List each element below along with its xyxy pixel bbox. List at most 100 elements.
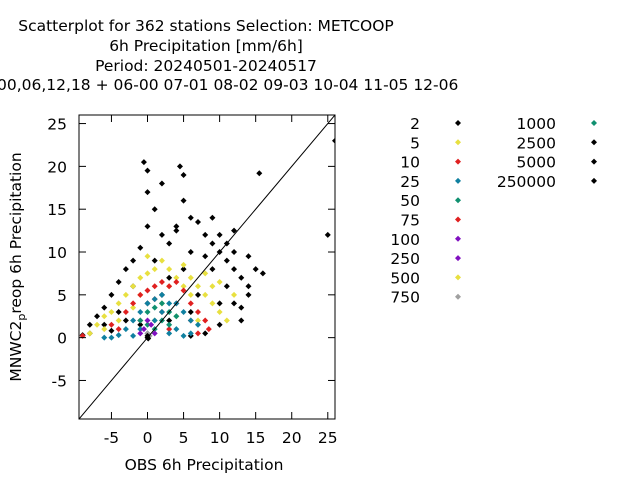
x-tick-label: 5	[179, 429, 189, 447]
data-point-2	[259, 270, 266, 277]
data-point-2	[187, 214, 194, 221]
data-point-2	[187, 249, 194, 256]
data-point-2	[238, 304, 245, 311]
legend-marker	[455, 177, 461, 184]
legend-marker	[455, 139, 461, 146]
chart-title-line-2: 6h Precipitation [mm/6h]	[109, 37, 303, 55]
x-tick-label: -5	[104, 429, 119, 447]
data-point-2	[158, 231, 165, 238]
data-point-50	[144, 308, 151, 315]
data-point-2	[144, 167, 151, 174]
data-point-2	[166, 274, 173, 281]
legend-marker	[455, 158, 461, 165]
legend-marker	[591, 120, 597, 126]
data-point-10	[202, 317, 209, 324]
data-point-25	[194, 321, 201, 328]
y-tick-label: 15	[47, 201, 67, 219]
data-point-100	[144, 317, 151, 324]
data-point-2	[115, 308, 122, 315]
data-point-25	[158, 308, 165, 315]
data-point-2	[151, 257, 158, 264]
data-point-2	[173, 227, 180, 234]
data-point-5	[209, 300, 216, 307]
data-point-2	[180, 266, 187, 273]
data-point-25	[137, 308, 144, 315]
data-point-25	[166, 330, 173, 337]
data-point-25	[108, 334, 115, 341]
data-point-5	[180, 261, 187, 268]
data-point-10	[137, 291, 144, 298]
data-point-2	[94, 313, 101, 320]
legend-marker	[455, 293, 461, 300]
data-point-5	[202, 291, 209, 298]
data-point-50	[144, 321, 151, 328]
x-tick-label: 15	[246, 429, 266, 447]
legend-label: 250	[390, 250, 420, 268]
data-point-2	[231, 300, 238, 307]
legend-marker	[455, 255, 461, 262]
data-point-5	[173, 274, 180, 281]
data-point-2	[209, 266, 216, 273]
data-point-5	[209, 283, 216, 290]
data-point-5	[166, 266, 173, 273]
x-tick-label: 10	[210, 429, 230, 447]
data-point-5	[130, 304, 137, 311]
data-point-10	[144, 287, 151, 294]
legend-marker	[455, 216, 461, 223]
chart-title-line-1: Scatterplot for 362 stations Selection: …	[18, 17, 394, 35]
data-point-2	[130, 257, 137, 264]
data-point-25	[101, 334, 108, 341]
data-point-2	[158, 180, 165, 187]
data-point-2	[166, 240, 173, 247]
legend-label: 750	[390, 289, 420, 307]
data-point-5	[108, 308, 115, 315]
data-point-2	[180, 197, 187, 204]
legend-label: 100	[390, 231, 420, 249]
data-point-5	[202, 270, 209, 277]
legend-marker	[455, 197, 461, 204]
data-point-25	[158, 291, 165, 298]
data-point-25	[187, 330, 194, 337]
legend-marker	[591, 139, 597, 146]
chart-title-line-3: Period: 20240501-20240517	[95, 57, 317, 75]
data-point-5	[137, 274, 144, 281]
data-point-2	[238, 274, 245, 281]
data-point-2	[86, 321, 93, 328]
data-point-2	[180, 171, 187, 178]
data-point-10	[205, 326, 212, 333]
data-point-2	[101, 321, 108, 328]
data-point-2	[238, 317, 245, 324]
data-point-2	[231, 249, 238, 256]
data-point-2	[332, 137, 335, 144]
data-point-2	[223, 283, 230, 290]
data-point-2	[194, 219, 201, 226]
data-point-2	[223, 257, 230, 264]
data-point-5	[180, 283, 187, 290]
data-point-100	[148, 321, 155, 328]
data-point-250000	[145, 335, 152, 342]
data-point-50	[158, 300, 165, 307]
data-point-2	[245, 253, 252, 260]
data-point-2	[166, 317, 173, 324]
x-tick-label: 0	[143, 429, 153, 447]
data-point-50	[173, 313, 180, 320]
data-point-2	[216, 231, 223, 238]
data-point-5	[122, 291, 129, 298]
y-tick-label: -5	[52, 372, 67, 390]
data-point-2	[151, 206, 158, 213]
legend-label: 25	[400, 173, 420, 191]
data-point-5	[94, 321, 101, 328]
data-point-10	[173, 278, 180, 285]
data-point-10	[122, 308, 129, 315]
data-point-2	[122, 317, 129, 324]
data-point-50	[137, 317, 144, 324]
data-point-10	[108, 321, 115, 328]
legend-label: 2500	[517, 134, 556, 152]
legend-marker	[591, 158, 597, 165]
legend-label: 75	[400, 212, 420, 230]
data-point-50	[166, 321, 173, 328]
data-point-2	[176, 163, 183, 170]
y-tick-label: 5	[57, 287, 67, 305]
diagonal-line	[79, 115, 335, 419]
